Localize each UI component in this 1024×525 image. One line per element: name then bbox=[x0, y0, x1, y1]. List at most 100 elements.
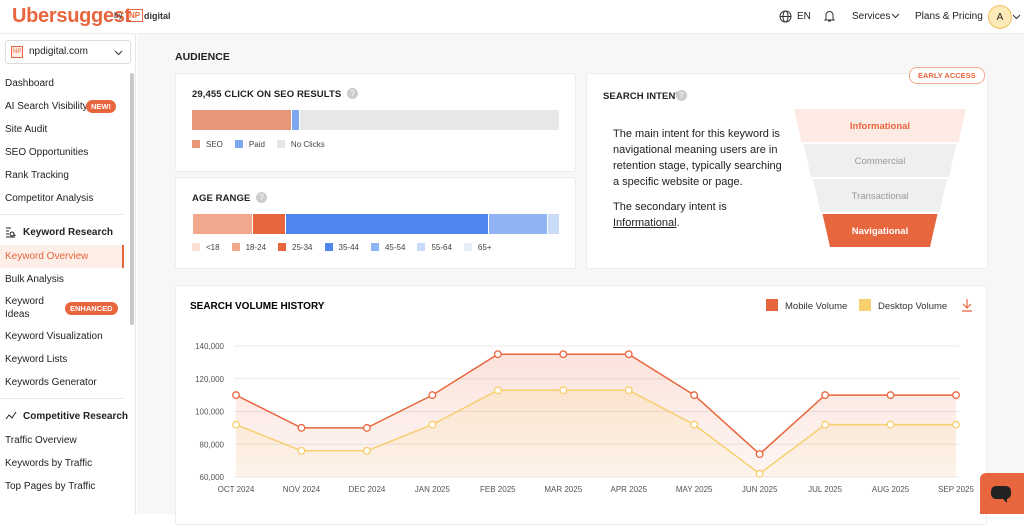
point[interactable] bbox=[624, 350, 633, 359]
legend-item: No Clicks bbox=[276, 140, 325, 149]
bar-segment bbox=[299, 110, 559, 130]
nav-item[interactable]: Traffic Overview bbox=[0, 429, 130, 452]
chat-button[interactable] bbox=[980, 473, 1024, 514]
nav-badge: ENHANCED bbox=[65, 301, 118, 315]
download-icon[interactable] bbox=[962, 299, 972, 312]
bar-segment bbox=[286, 214, 488, 234]
point[interactable] bbox=[232, 420, 240, 429]
point[interactable] bbox=[362, 446, 371, 455]
globe-icon[interactable] bbox=[779, 10, 792, 23]
chat-icon bbox=[991, 486, 1011, 503]
bell-icon[interactable] bbox=[823, 9, 836, 23]
nav-item[interactable]: Keyword Lists bbox=[0, 348, 130, 371]
point[interactable] bbox=[755, 450, 764, 459]
point[interactable] bbox=[952, 420, 960, 429]
legend-label: 55-64 bbox=[431, 243, 452, 252]
point[interactable] bbox=[624, 386, 633, 395]
intent-title: SEARCH INTENT bbox=[603, 91, 682, 102]
point[interactable] bbox=[886, 420, 895, 429]
icon-path bbox=[6, 227, 16, 238]
legend-item: 18-24 bbox=[231, 243, 267, 252]
divider bbox=[0, 398, 124, 399]
project-name: npdigital.com bbox=[29, 46, 88, 57]
scrollbar[interactable] bbox=[130, 73, 134, 325]
nav-label: Site Audit bbox=[5, 124, 48, 135]
secondary-suffix: . bbox=[676, 217, 680, 229]
nav-item[interactable]: Top Pages by Traffic bbox=[0, 475, 130, 498]
point[interactable] bbox=[821, 391, 830, 400]
nav-services[interactable]: Services bbox=[852, 11, 891, 22]
nav-item[interactable]: Keyword Visualization bbox=[0, 325, 130, 348]
legend-swatch bbox=[324, 243, 333, 251]
point[interactable] bbox=[559, 350, 568, 359]
nav-item[interactable]: Keywords Generator bbox=[0, 371, 130, 394]
nav-item[interactable]: AI Search Visibility NEW! bbox=[0, 95, 130, 118]
point[interactable] bbox=[821, 420, 830, 429]
line bbox=[235, 353, 956, 456]
nav-item[interactable]: Keyword Ideas ENHANCED bbox=[0, 291, 130, 325]
nav-item[interactable]: Site Audit bbox=[0, 118, 130, 141]
point[interactable] bbox=[559, 386, 568, 395]
point[interactable] bbox=[493, 386, 502, 395]
legend-label[interactable]: Desktop Volume bbox=[878, 301, 947, 312]
point[interactable] bbox=[297, 446, 306, 455]
point[interactable] bbox=[952, 391, 960, 400]
nav-pricing[interactable]: Plans & Pricing bbox=[915, 11, 983, 22]
nav-item[interactable]: Keywords by Traffic bbox=[0, 452, 130, 475]
logo-by: by bbox=[114, 11, 123, 20]
avatar[interactable]: A bbox=[988, 5, 1012, 29]
funnel-level bbox=[822, 214, 938, 247]
point[interactable] bbox=[493, 350, 502, 359]
language[interactable]: EN bbox=[797, 11, 811, 22]
nav-item[interactable]: Bulk Analysis bbox=[0, 268, 130, 291]
legend-label: No Clicks bbox=[290, 140, 325, 149]
secondary-link[interactable]: Informational bbox=[613, 217, 677, 229]
header: Ubersuggest by NP digital EN Services Pl… bbox=[0, 0, 1024, 34]
point[interactable] bbox=[297, 423, 306, 432]
area bbox=[236, 390, 956, 477]
point[interactable] bbox=[428, 420, 437, 429]
legend-swatch bbox=[231, 243, 240, 251]
help-icon[interactable]: ? bbox=[676, 90, 687, 101]
legend-item: 35-44 bbox=[324, 243, 359, 252]
nav-item[interactable]: Dashboard bbox=[0, 72, 130, 95]
legend-swatch bbox=[192, 243, 200, 251]
logo[interactable]: Ubersuggest bbox=[12, 5, 131, 27]
x-tick-label: MAY 2025 bbox=[676, 485, 713, 494]
point[interactable] bbox=[232, 391, 240, 400]
legend-label: 45-54 bbox=[384, 243, 406, 252]
project-select[interactable]: NP npdigital.com bbox=[5, 40, 131, 64]
bar-segment bbox=[252, 214, 286, 234]
nav-item[interactable]: SEO Opportunities bbox=[0, 141, 130, 164]
legend-label: 18-24 bbox=[245, 243, 267, 252]
point[interactable] bbox=[886, 391, 895, 400]
point[interactable] bbox=[362, 423, 371, 432]
x-tick-label: OCT 2024 bbox=[218, 485, 255, 494]
nav-item[interactable]: Keyword Overview bbox=[0, 245, 124, 268]
x-tick-label: APR 2025 bbox=[610, 485, 647, 494]
volume-card: SEARCH VOLUME HISTORY Mobile Volume Deskto… bbox=[175, 285, 987, 525]
legend: <18 18-24 25-34 35-44 45-54 55-64 65+ bbox=[192, 243, 492, 252]
chevron bbox=[1012, 14, 1021, 20]
section-header: Keyword Research bbox=[0, 219, 130, 245]
point[interactable] bbox=[755, 469, 764, 478]
nav-label: Keyword Ideas bbox=[5, 296, 44, 320]
y-tick-label: 80,000 bbox=[200, 440, 225, 449]
help-icon[interactable]: ? bbox=[347, 88, 358, 99]
bar-segment bbox=[291, 110, 299, 130]
point[interactable] bbox=[690, 391, 699, 400]
point[interactable] bbox=[690, 420, 699, 429]
point[interactable] bbox=[428, 391, 437, 400]
legend-item: Paid bbox=[234, 140, 265, 149]
section-header: Competitive Research bbox=[0, 403, 130, 429]
funnel-label: Transactional bbox=[852, 191, 909, 202]
legend-swatch bbox=[370, 243, 379, 251]
nav-label: Competitor Analysis bbox=[5, 193, 94, 204]
help-icon[interactable]: ? bbox=[256, 192, 267, 203]
nav-item[interactable]: Competitor Analysis bbox=[0, 187, 130, 210]
divider bbox=[0, 214, 124, 215]
clicks-card: 29,455 CLICK ON SEO RESULTS? SEO Paid No Cl… bbox=[175, 73, 576, 172]
legend-label[interactable]: Mobile Volume bbox=[785, 301, 847, 312]
legend-swatch bbox=[417, 243, 426, 251]
nav-item[interactable]: Rank Tracking bbox=[0, 164, 130, 187]
